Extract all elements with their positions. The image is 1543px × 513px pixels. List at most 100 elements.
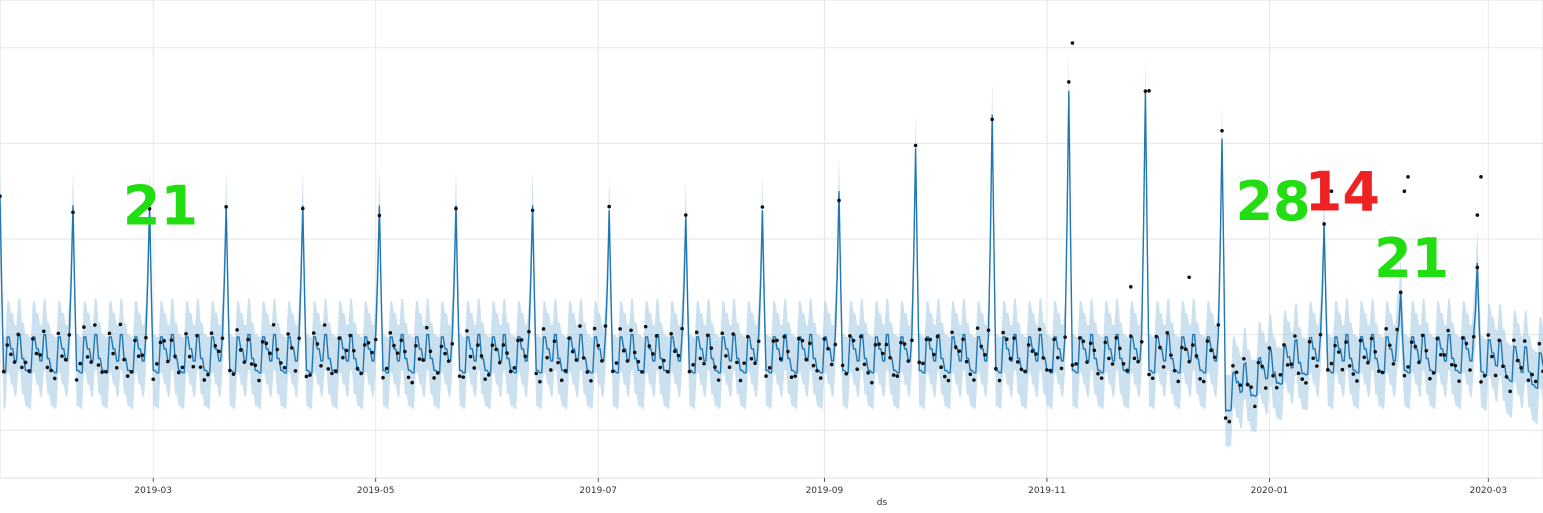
observation-point	[326, 367, 331, 371]
observation-point	[906, 359, 911, 363]
observation-point	[629, 328, 633, 333]
observation-point	[20, 365, 24, 370]
observation-point	[1085, 360, 1089, 364]
observation-point	[625, 359, 630, 363]
observation-point	[1442, 353, 1447, 357]
observation-point	[275, 347, 280, 352]
observation-point	[1285, 363, 1290, 367]
observation-point	[1205, 339, 1210, 343]
observation-point	[1464, 341, 1469, 346]
observation-point	[67, 333, 72, 337]
observation-point	[702, 361, 706, 366]
observation-point	[665, 369, 670, 374]
x-tick-label: 2019-05	[357, 486, 395, 496]
observation-point	[1012, 336, 1016, 340]
observation-point	[1260, 364, 1264, 369]
observation-point	[1019, 367, 1024, 372]
observation-point	[1249, 385, 1253, 389]
observation-point	[1402, 373, 1407, 378]
observation-point	[348, 333, 352, 338]
observation-point	[308, 373, 312, 377]
observation-point	[953, 345, 958, 349]
observation-point	[917, 360, 922, 365]
observation-point	[1380, 370, 1385, 375]
observation-point	[990, 117, 994, 122]
observation-point	[494, 347, 498, 352]
observation-point	[994, 366, 998, 371]
observation-point	[176, 370, 181, 375]
observation-point	[1008, 356, 1013, 361]
observation-point	[282, 365, 287, 370]
observation-point	[1176, 379, 1181, 384]
observation-point	[731, 332, 735, 336]
observation-point	[658, 365, 663, 370]
observation-point	[60, 354, 64, 358]
plot-frame	[0, 0, 1543, 479]
observation-point	[395, 351, 400, 355]
observation-point	[1245, 382, 1250, 387]
observation-point	[1493, 373, 1498, 378]
observation-point	[676, 353, 681, 358]
observation-point	[1267, 346, 1272, 350]
observation-point	[1296, 371, 1301, 376]
observation-point	[683, 213, 688, 217]
observation-point	[297, 336, 301, 341]
observation-point	[786, 349, 790, 354]
annotation-red: 14	[1305, 160, 1380, 223]
observation-point	[1453, 363, 1458, 368]
observation-point	[1377, 369, 1381, 374]
observation-point	[483, 377, 487, 381]
observation-point	[957, 349, 962, 353]
observation-point	[1282, 343, 1286, 347]
observation-point	[23, 360, 28, 365]
observation-point	[673, 349, 677, 354]
observation-point	[1417, 360, 1421, 365]
observation-point	[1537, 341, 1542, 346]
observation-point	[1143, 89, 1148, 93]
observation-point	[884, 342, 889, 347]
observation-point	[1497, 338, 1502, 343]
observation-point	[1004, 337, 1009, 342]
observation-point	[508, 369, 513, 374]
observation-point	[264, 341, 269, 346]
observation-point	[793, 374, 798, 378]
observation-point	[895, 374, 900, 378]
observation-point	[1150, 376, 1155, 381]
observation-point	[125, 374, 130, 378]
observation-point	[1406, 365, 1410, 369]
observation-point	[986, 328, 991, 333]
observation-point	[972, 378, 976, 382]
observation-point	[377, 213, 382, 218]
observation-point	[428, 349, 433, 354]
observation-point	[1460, 336, 1465, 340]
observation-outlier	[1147, 89, 1151, 93]
observation-point	[1501, 364, 1505, 369]
observation-point	[381, 375, 385, 380]
observation-point	[1048, 368, 1053, 373]
observation-point	[950, 330, 954, 335]
observation-point	[713, 365, 717, 369]
observation-point	[370, 350, 374, 355]
observation-point	[632, 350, 637, 355]
observation-point	[421, 358, 425, 362]
observation-point	[778, 357, 783, 361]
observation-point	[162, 339, 166, 343]
observation-point	[49, 368, 53, 373]
observation-point	[1066, 80, 1071, 84]
observation-point	[129, 370, 134, 374]
observation-point	[1191, 343, 1195, 347]
observation-point	[618, 327, 622, 331]
observation-point	[242, 360, 247, 364]
observation-outlier	[1479, 175, 1483, 179]
observation-point	[1522, 339, 1527, 343]
observation-point	[877, 342, 881, 346]
observation-point	[1409, 340, 1414, 344]
observation-point	[1238, 383, 1243, 387]
observation-point	[1293, 334, 1297, 338]
observation-point	[114, 366, 119, 370]
observation-point	[1118, 346, 1122, 351]
observation-point	[56, 331, 61, 336]
observation-point	[96, 363, 101, 367]
observation-point	[1223, 416, 1228, 420]
